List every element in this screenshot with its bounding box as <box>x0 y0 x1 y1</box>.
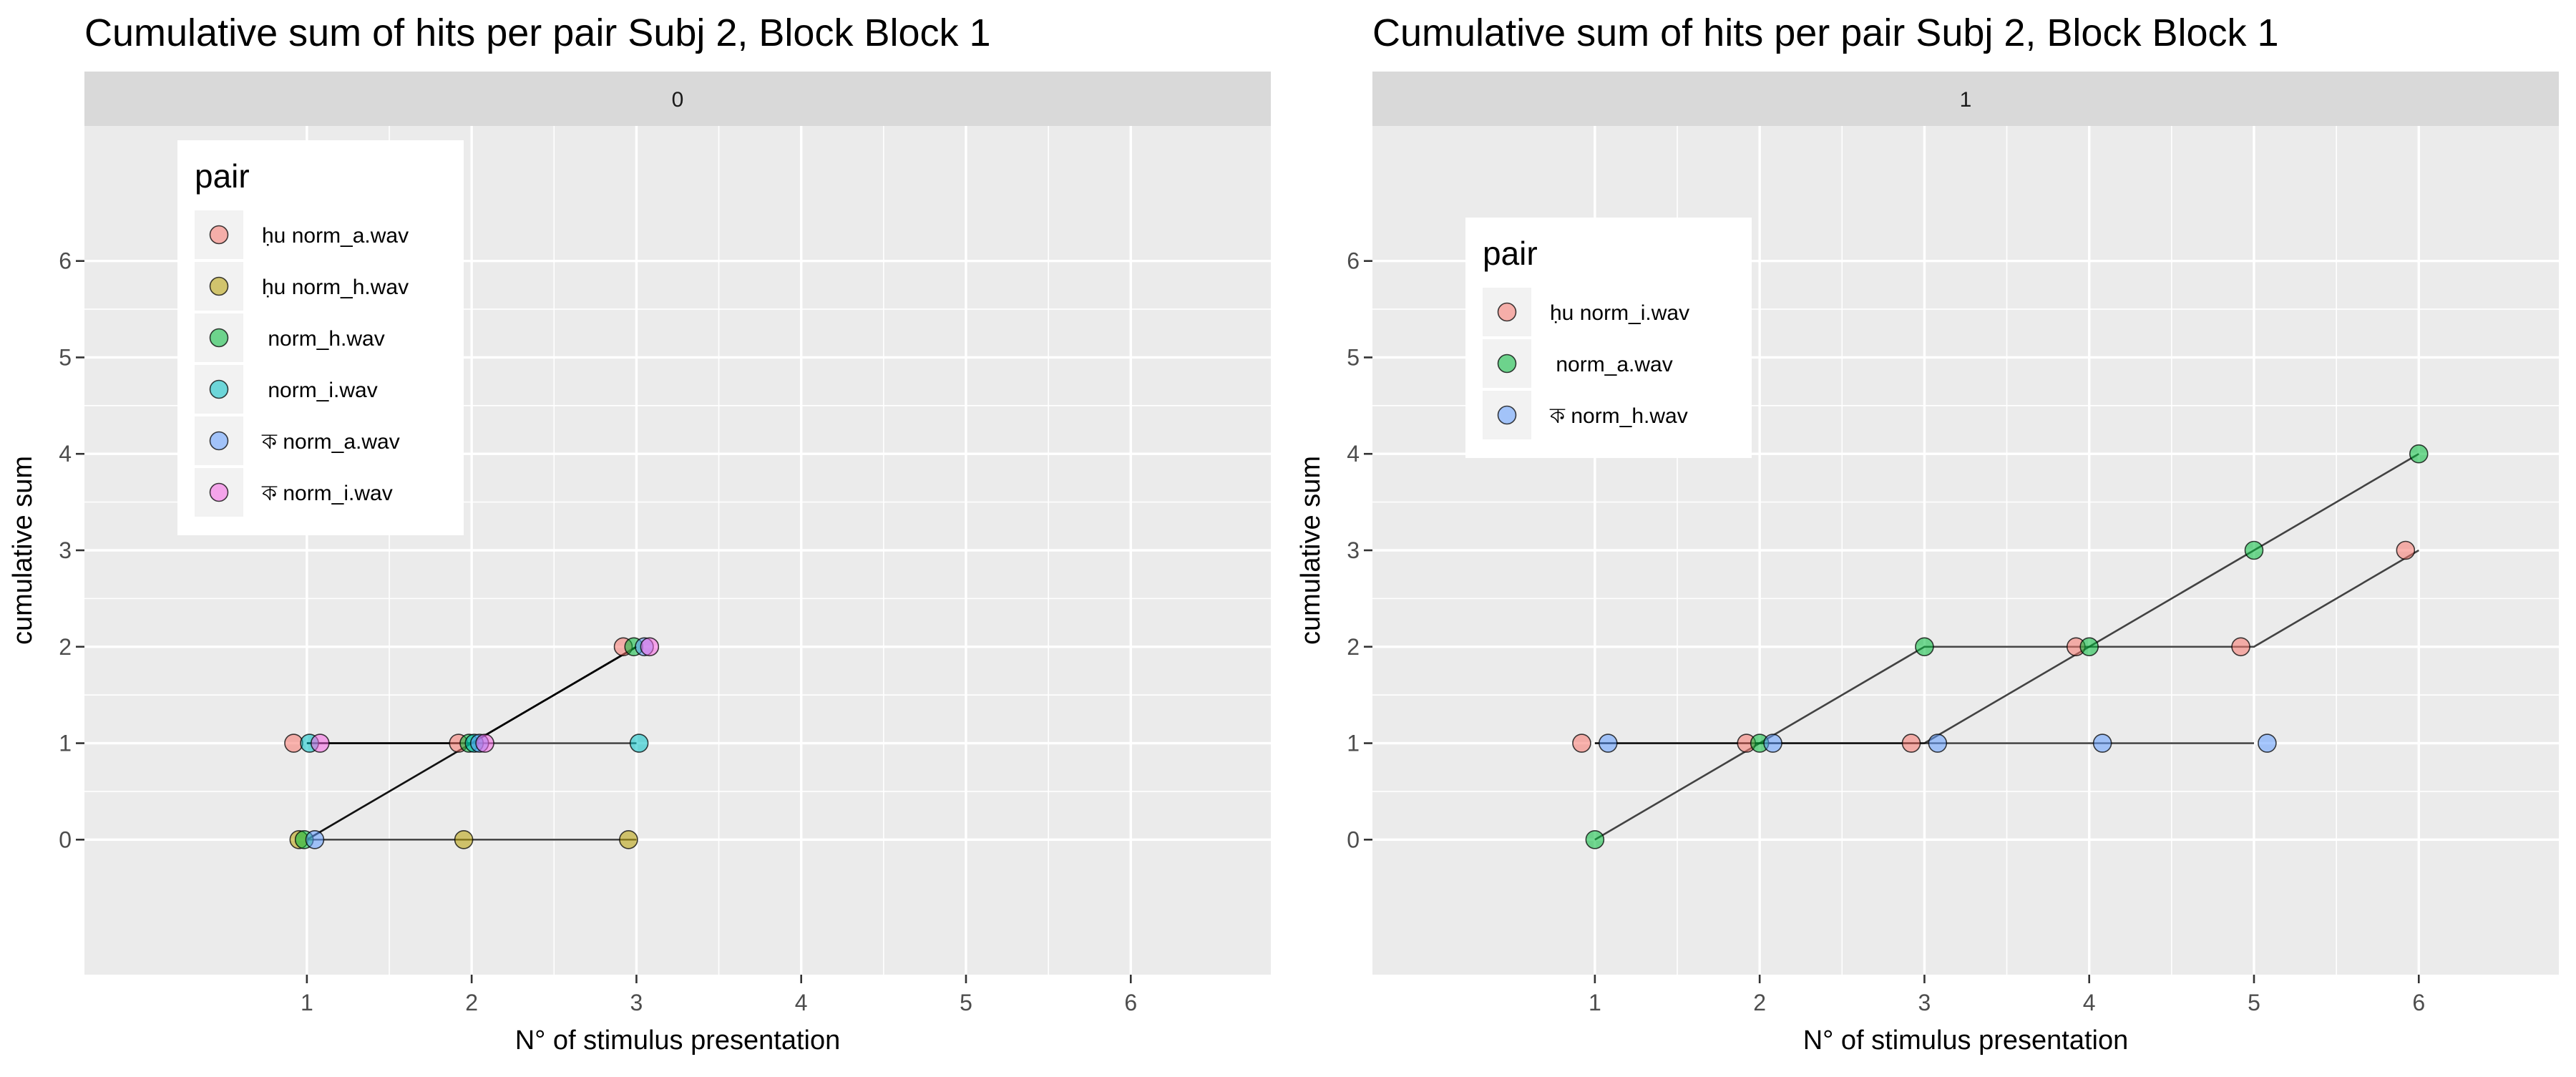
data-point <box>2410 445 2428 463</box>
facet-strip-label: 0 <box>672 88 684 112</box>
data-point <box>2094 734 2112 752</box>
data-point <box>1928 734 1946 752</box>
data-point <box>2080 638 2098 656</box>
x-tick-label: 1 <box>1589 990 1601 1015</box>
y-tick-label: 5 <box>59 344 72 370</box>
data-point <box>1599 734 1617 752</box>
data-point <box>2232 638 2250 656</box>
legend-entry-label: ক norm_h.wav <box>1549 404 1688 428</box>
x-tick-label: 4 <box>795 990 808 1015</box>
data-point <box>1903 734 1921 752</box>
x-tick-label: 3 <box>630 990 643 1015</box>
y-tick-label: 2 <box>1347 634 1360 660</box>
legend-key-symbol <box>210 226 228 244</box>
x-tick-label: 6 <box>1124 990 1137 1015</box>
y-tick-label: 6 <box>1347 248 1360 274</box>
legend-entry-label: ḥu norm_h.wav <box>262 276 409 299</box>
y-axis-title: cumulative sum <box>1296 456 1326 645</box>
legend-entry-label: ঑ norm_h.wav <box>262 327 385 351</box>
chart-title: Cumulative sum of hits per pair Subj 2, … <box>1372 11 2279 54</box>
legend-entry-label: ḥu norm_i.wav <box>1550 301 1689 325</box>
data-point <box>285 734 303 752</box>
legend-key-symbol <box>210 278 228 296</box>
chart-title: Cumulative sum of hits per pair Subj 2, … <box>84 11 991 54</box>
legend-key-symbol <box>1498 406 1516 424</box>
legend-key-symbol <box>210 381 228 399</box>
data-point <box>311 734 329 752</box>
y-tick-label: 4 <box>1347 441 1360 467</box>
data-point <box>2258 734 2276 752</box>
legend-key-symbol <box>1498 355 1516 373</box>
y-axis-title: cumulative sum <box>8 456 38 645</box>
x-tick-label: 4 <box>2083 990 2096 1015</box>
data-point <box>1586 831 1604 849</box>
x-tick-label: 5 <box>960 990 972 1015</box>
facet-panel-0: Cumulative sum of hits per pair Subj 2, … <box>8 11 1271 1056</box>
legend-entry-label: ঑ norm_a.wav <box>1550 353 1673 376</box>
x-axis-title: N° of stimulus presentation <box>1803 1025 2129 1056</box>
x-tick-label: 6 <box>2412 990 2425 1015</box>
y-tick-label: 3 <box>1347 537 1360 563</box>
y-tick-label: 1 <box>1347 731 1360 756</box>
data-point <box>2245 542 2263 560</box>
legend-entry-label: ḥu norm_a.wav <box>262 224 409 248</box>
y-tick-label: 2 <box>59 634 72 660</box>
facet-panel-1: Cumulative sum of hits per pair Subj 2, … <box>1296 11 2559 1056</box>
y-tick-label: 4 <box>59 441 72 467</box>
legend-key-symbol <box>210 432 228 450</box>
data-point <box>1916 638 1933 656</box>
y-tick-label: 6 <box>59 248 72 274</box>
data-point <box>1764 734 1782 752</box>
data-point <box>306 831 323 849</box>
facet-strip-label: 1 <box>1960 88 1972 112</box>
y-tick-label: 0 <box>59 827 72 852</box>
data-point <box>640 638 658 656</box>
y-tick-label: 1 <box>59 731 72 756</box>
data-point <box>476 734 494 752</box>
x-tick-label: 1 <box>301 990 313 1015</box>
legend-entry-label: ক norm_i.wav <box>261 482 393 505</box>
x-tick-label: 2 <box>1753 990 1766 1015</box>
legend-title: pair <box>1483 235 1538 272</box>
legend-entry-label: ঑ norm_i.wav <box>262 379 378 402</box>
x-tick-label: 2 <box>465 990 478 1015</box>
legend-entry-label: ক norm_a.wav <box>261 430 400 454</box>
legend: pair ḥu norm_i.wav ঑ norm_a.wav ক norm_h.wa… <box>1465 218 1752 458</box>
y-tick-label: 5 <box>1347 344 1360 370</box>
data-point <box>2396 542 2414 560</box>
legend-key-symbol <box>1498 303 1516 321</box>
data-point <box>455 831 473 849</box>
y-tick-label: 0 <box>1347 827 1360 852</box>
data-point <box>1573 734 1591 752</box>
legend-title: pair <box>195 157 250 195</box>
data-point <box>630 734 648 752</box>
data-point <box>620 831 638 849</box>
y-tick-label: 3 <box>59 537 72 563</box>
x-axis-title: N° of stimulus presentation <box>515 1025 841 1056</box>
x-tick-label: 3 <box>1918 990 1931 1015</box>
x-tick-label: 5 <box>2248 990 2260 1015</box>
legend-key-symbol <box>210 329 228 347</box>
legend: pair ḥu norm_a.wav ḥu norm_h.wav ঑ norm_h.w… <box>177 140 464 535</box>
legend-key-symbol <box>210 484 228 502</box>
